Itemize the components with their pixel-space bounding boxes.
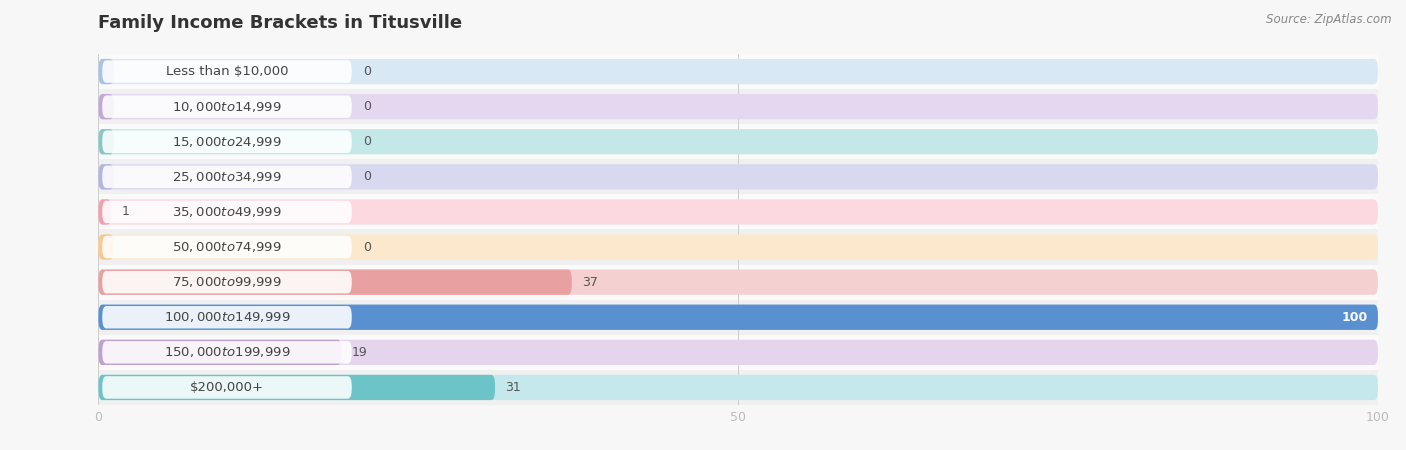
- Text: 37: 37: [582, 276, 598, 288]
- FancyBboxPatch shape: [103, 236, 352, 258]
- Text: 0: 0: [363, 135, 371, 148]
- Bar: [98, 89, 1378, 124]
- FancyBboxPatch shape: [98, 59, 1378, 84]
- Bar: [98, 54, 1378, 89]
- Text: 0: 0: [363, 65, 371, 78]
- FancyBboxPatch shape: [98, 129, 114, 154]
- Text: 0: 0: [363, 100, 371, 113]
- Text: Less than $10,000: Less than $10,000: [166, 65, 288, 78]
- FancyBboxPatch shape: [98, 129, 1378, 154]
- FancyBboxPatch shape: [103, 201, 352, 223]
- Text: $50,000 to $74,999: $50,000 to $74,999: [172, 240, 281, 254]
- Text: $100,000 to $149,999: $100,000 to $149,999: [163, 310, 290, 324]
- Bar: [98, 370, 1378, 405]
- Text: $35,000 to $49,999: $35,000 to $49,999: [172, 205, 281, 219]
- FancyBboxPatch shape: [103, 130, 352, 153]
- Bar: [98, 230, 1378, 265]
- Text: Family Income Brackets in Titusville: Family Income Brackets in Titusville: [98, 14, 463, 32]
- FancyBboxPatch shape: [98, 270, 572, 295]
- Text: 19: 19: [352, 346, 367, 359]
- FancyBboxPatch shape: [98, 375, 1378, 400]
- FancyBboxPatch shape: [98, 199, 111, 225]
- Bar: [98, 159, 1378, 194]
- FancyBboxPatch shape: [103, 341, 352, 364]
- Bar: [98, 194, 1378, 230]
- Text: $15,000 to $24,999: $15,000 to $24,999: [172, 135, 281, 149]
- Text: Source: ZipAtlas.com: Source: ZipAtlas.com: [1267, 14, 1392, 27]
- FancyBboxPatch shape: [98, 59, 114, 84]
- FancyBboxPatch shape: [98, 199, 1378, 225]
- FancyBboxPatch shape: [103, 60, 352, 83]
- FancyBboxPatch shape: [98, 234, 114, 260]
- FancyBboxPatch shape: [98, 305, 1378, 330]
- FancyBboxPatch shape: [98, 305, 1378, 330]
- Text: 0: 0: [363, 171, 371, 183]
- FancyBboxPatch shape: [103, 95, 352, 118]
- Text: $25,000 to $34,999: $25,000 to $34,999: [172, 170, 281, 184]
- Text: $75,000 to $99,999: $75,000 to $99,999: [172, 275, 281, 289]
- FancyBboxPatch shape: [98, 340, 342, 365]
- FancyBboxPatch shape: [98, 234, 1378, 260]
- FancyBboxPatch shape: [103, 376, 352, 399]
- FancyBboxPatch shape: [98, 94, 114, 119]
- Text: 31: 31: [505, 381, 522, 394]
- Bar: [98, 335, 1378, 370]
- Text: 0: 0: [363, 241, 371, 253]
- Text: $200,000+: $200,000+: [190, 381, 264, 394]
- Bar: [98, 124, 1378, 159]
- FancyBboxPatch shape: [103, 306, 352, 328]
- Text: 1: 1: [121, 206, 129, 218]
- Text: $10,000 to $14,999: $10,000 to $14,999: [172, 99, 281, 114]
- FancyBboxPatch shape: [103, 271, 352, 293]
- FancyBboxPatch shape: [98, 270, 1378, 295]
- Bar: [98, 265, 1378, 300]
- FancyBboxPatch shape: [98, 164, 1378, 189]
- FancyBboxPatch shape: [98, 94, 1378, 119]
- Bar: [98, 300, 1378, 335]
- Text: $150,000 to $199,999: $150,000 to $199,999: [163, 345, 290, 360]
- FancyBboxPatch shape: [103, 166, 352, 188]
- FancyBboxPatch shape: [98, 340, 1378, 365]
- Text: 100: 100: [1341, 311, 1368, 324]
- FancyBboxPatch shape: [98, 164, 114, 189]
- FancyBboxPatch shape: [98, 375, 495, 400]
